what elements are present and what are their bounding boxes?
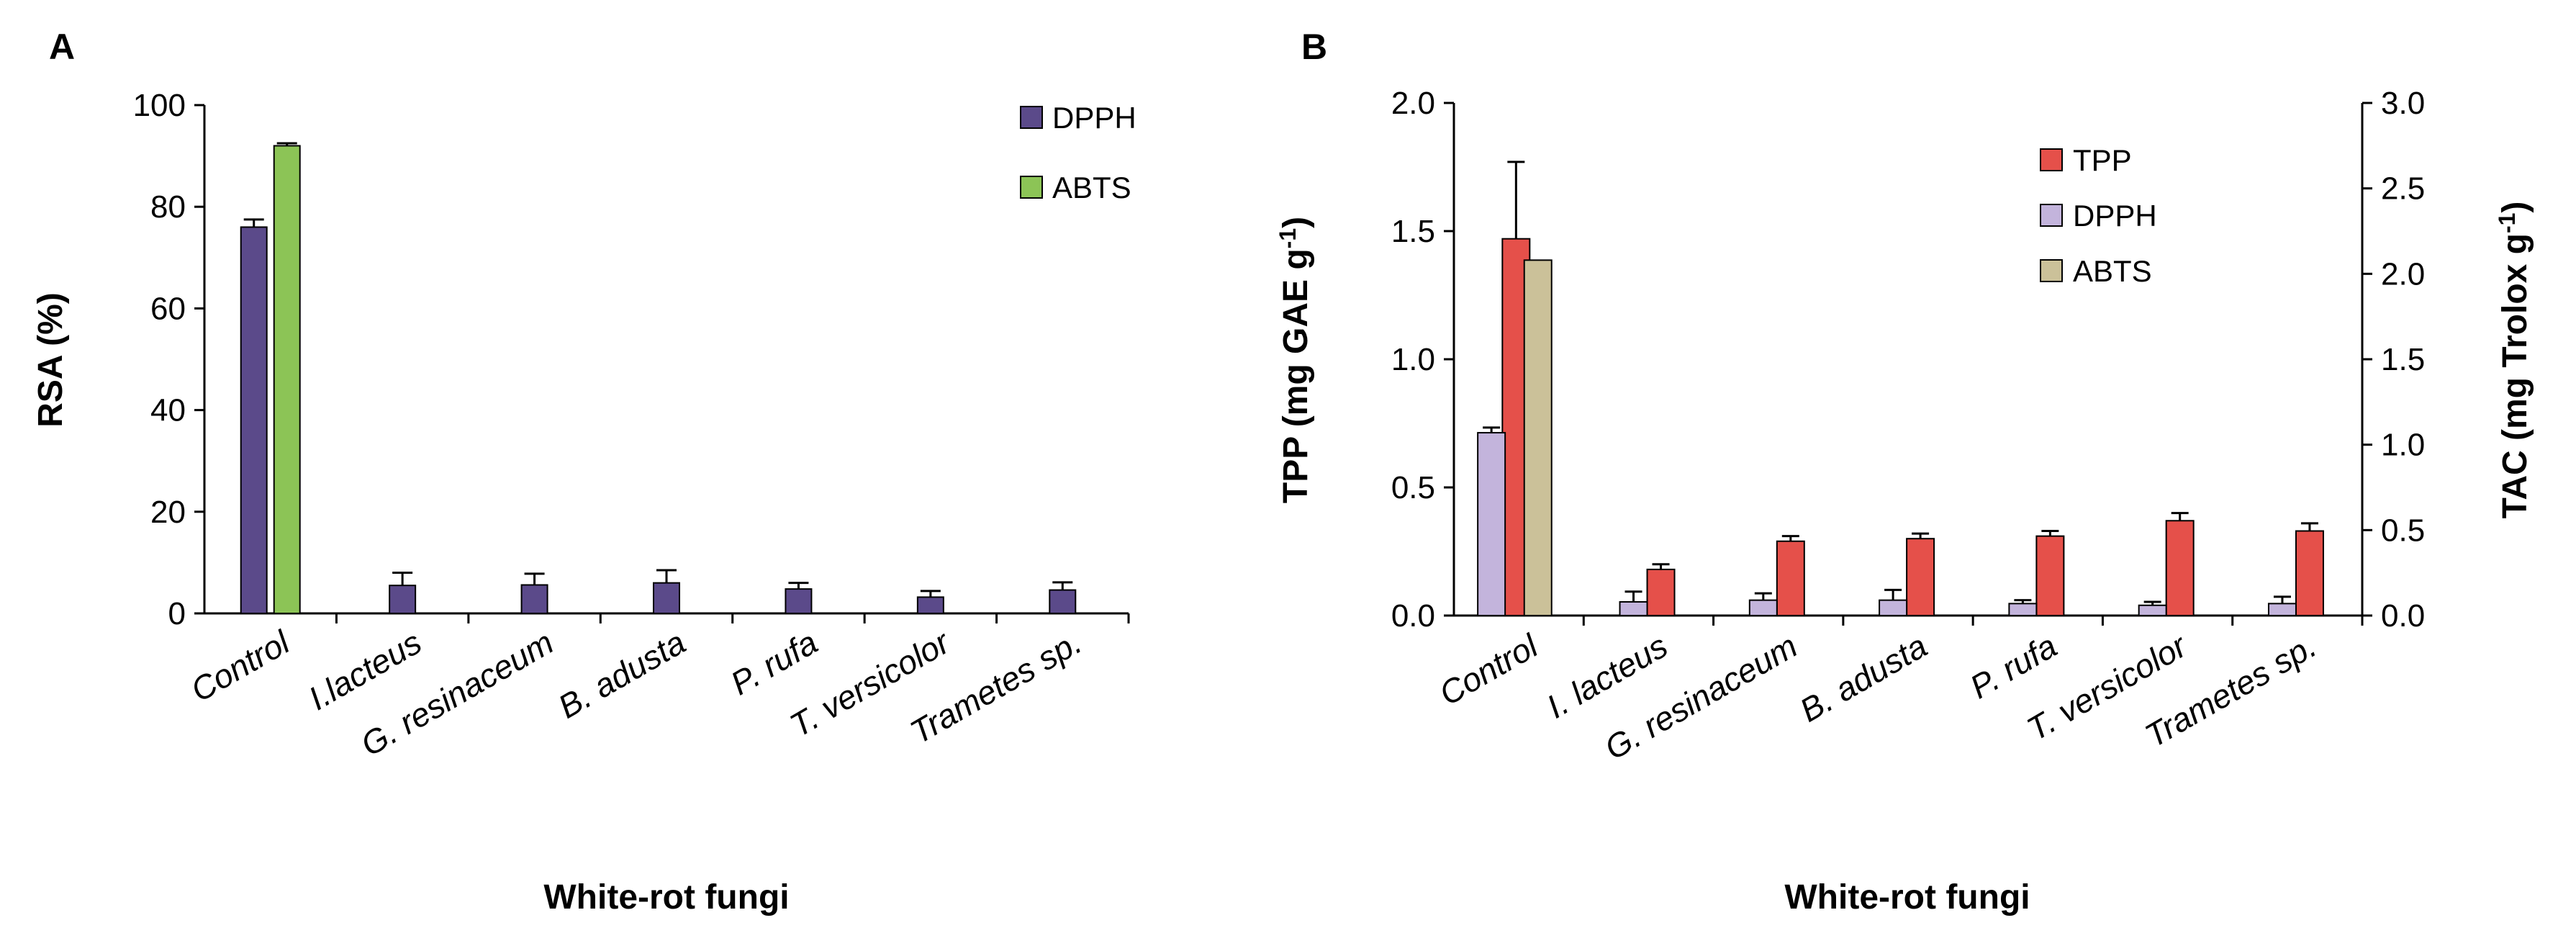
- panel-a-bar-dpph: [653, 582, 680, 615]
- panel-b-bar-dpph: [1477, 432, 1506, 617]
- panel-b-bar-abts: [1523, 259, 1553, 616]
- panel-b-legend-tpp-label: TPP: [2073, 143, 2132, 177]
- panel-a-x-label: White-rot fungi: [543, 878, 789, 916]
- panel-b-category-label: Control: [1433, 626, 1545, 713]
- panel-b-left-tick-label: 1.5: [1391, 214, 1435, 249]
- panel-a-bar-dpph: [389, 585, 417, 614]
- panel-a-bar-dpph: [785, 588, 813, 614]
- panel-a-category-label: B. adusta: [552, 623, 692, 726]
- panel-b-bar-tpp: [2165, 520, 2195, 617]
- panel-b-bar-tpp: [2295, 530, 2324, 617]
- panel-b: B TPP (mg GAE g-1) TAC (mg Trolox g-1) W…: [1275, 27, 2534, 916]
- panel-a-bar-dpph: [520, 584, 548, 614]
- panel-b-right-tick-label: 0.5: [2381, 513, 2425, 548]
- panel-b-y-label-right: TAC (mg Trolox g-1): [2494, 202, 2534, 519]
- panel-b-bar-dpph: [1879, 599, 1908, 617]
- panel-b-left-tick-label: 2.0: [1391, 86, 1435, 121]
- panel-b-left-tick-label: 0.5: [1391, 470, 1435, 505]
- panel-b-right-tick-label: 0.0: [2381, 598, 2425, 634]
- panel-a-category-label: Control: [184, 623, 297, 709]
- panel-b-right-tick-label: 2.5: [2381, 171, 2425, 207]
- panel-a-y-tick-label: 0: [168, 596, 186, 631]
- panel-b-bar-tpp: [1776, 540, 1805, 617]
- panel-b-label: B: [1301, 27, 1327, 67]
- panel-a-y-tick-label: 100: [133, 88, 186, 123]
- panel-b-bar-dpph: [2008, 603, 2038, 616]
- panel-a-legend-dpph-label: DPPH: [1052, 101, 1136, 135]
- panel-b-legend-dpph-swatch: [2040, 204, 2063, 227]
- panel-b-bar-dpph: [1619, 601, 1648, 616]
- panel-b-legend-tpp-swatch: [2040, 148, 2063, 171]
- panel-a-y-tick-label: 40: [150, 393, 186, 428]
- panel-b-bar-tpp: [2035, 535, 2065, 617]
- panel-a-bar-dpph: [1049, 589, 1077, 614]
- panel-a-bar-abts: [273, 145, 301, 615]
- panel-b-bar-tpp: [1646, 568, 1676, 616]
- panel-b-right-tick-label: 2.0: [2381, 256, 2425, 292]
- panel-b-left-tick-label: 1.0: [1391, 342, 1435, 377]
- panel-b-y-label-left: TPP (mg GAE g-1): [1275, 217, 1315, 503]
- panel-a-label: A: [49, 27, 75, 67]
- panel-b-bar-tpp: [1906, 538, 1935, 617]
- panel-b-legend-abts-label: ABTS: [2073, 254, 2152, 288]
- panel-a: A RSA (%) White-rot fungi 0 20 40 60 80 100 C…: [32, 27, 1136, 916]
- panel-a-legend-dpph-swatch: [1020, 106, 1043, 129]
- panel-b-bar-dpph: [2138, 604, 2167, 617]
- panel-a-y-tick-label: 20: [150, 495, 186, 530]
- panel-b-x-label: White-rot fungi: [1784, 878, 2030, 916]
- panel-b-right-tick-label: 1.0: [2381, 428, 2425, 463]
- panel-b-bar-dpph: [2267, 603, 2297, 616]
- panel-b-right-tick-label: 1.5: [2381, 342, 2425, 377]
- panel-b-left-tick-label: 0.0: [1391, 598, 1435, 634]
- panel-b-legend-dpph-label: DPPH: [2073, 199, 2157, 233]
- panel-b-legend-abts-swatch: [2040, 259, 2063, 282]
- panel-a-y-label: RSA (%): [32, 292, 70, 428]
- panel-b-category-label: P. rufa: [1963, 627, 2063, 706]
- panel-a-legend-abts-swatch: [1020, 176, 1043, 199]
- panel-a-y-tick-label: 60: [150, 291, 186, 326]
- panel-b-bar-dpph: [1748, 599, 1778, 617]
- panel-a-bar-dpph: [240, 226, 268, 614]
- panel-b-category-label: B. adusta: [1794, 627, 1933, 729]
- panel-a-category-label: P. rufa: [724, 623, 823, 703]
- panel-a-bar-dpph: [916, 596, 944, 615]
- panel-a-legend-abts-label: ABTS: [1052, 171, 1131, 204]
- panel-a-y-tick-label: 80: [150, 189, 186, 225]
- panel-b-right-tick-label: 3.0: [2381, 86, 2425, 121]
